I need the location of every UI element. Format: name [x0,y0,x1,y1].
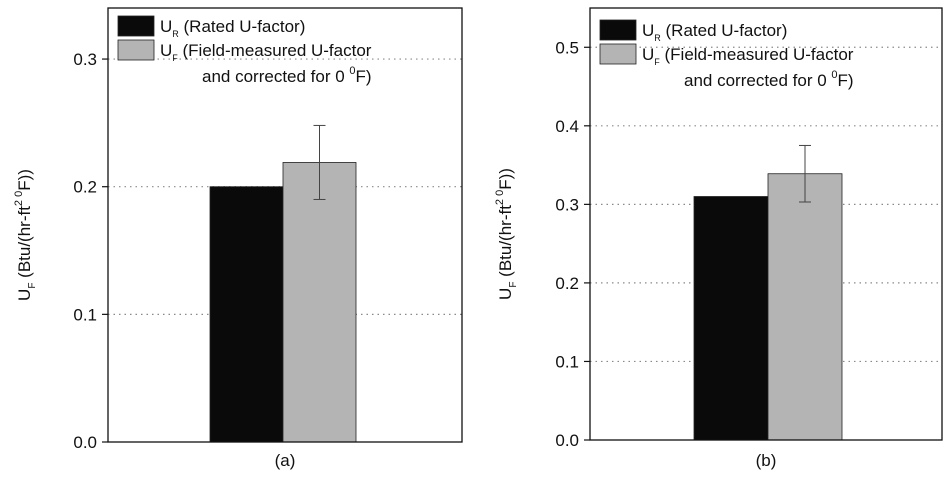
legend-label-field: UF (Field-measured U-factor [160,41,372,63]
panel-label: (a) [275,451,296,470]
legend-main: U [642,21,654,40]
y-tick-label: 0.1 [555,352,579,371]
legend: UR (Rated U-factor)UF (Field-measured U-… [599,19,854,90]
legend-main: U [642,45,654,64]
chart-panel-a: 0.00.10.20.3UF (Btu/(hr-ft2 0F))(a)UR (R… [13,7,463,470]
panel-label: (b) [756,451,777,470]
y-tick-label: 0.3 [555,195,579,214]
y-tick-label: 0.1 [73,305,97,324]
y-tick-label: 0.0 [555,431,579,450]
legend-swatch-rated [117,15,155,37]
legend-label-field: UF (Field-measured U-factor [642,45,854,67]
y-axis-label-sup: 2 0 [13,191,25,206]
legend-text2-end: F) [838,71,854,90]
legend-text2-sup: 0 [349,65,355,77]
legend-text2-end: F) [356,67,372,86]
y-axis-label-main: U [496,288,515,300]
legend: UR (Rated U-factor)UF (Field-measured U-… [117,15,372,86]
legend-text: (Field-measured U-factor [178,41,372,60]
y-axis-label-text: (Btu/(hr-ft [15,206,34,283]
legend-text: (Field-measured U-factor [660,45,854,64]
plot-frame [107,7,463,443]
y-tick-label: 0.2 [73,178,97,197]
y-axis-label: UF (Btu/(hr-ft2 0F)) [13,169,38,301]
y-axis-label: UF (Btu/(hr-ft2 0F)) [494,168,519,300]
legend-text: (Rated U-factor) [179,17,306,36]
bar-field [282,162,357,443]
legend-swatch-rated [599,19,637,41]
legend-text2-sup: 0 [831,69,837,81]
y-tick-label: 0.4 [555,117,579,136]
plot-frame [589,7,943,441]
y-tick-label: 0.5 [555,38,579,57]
legend-sub: R [654,33,661,43]
y-axis-label-end: F)) [496,168,515,190]
y-tick-label: 0.2 [555,274,579,293]
legend-sub: F [172,53,178,63]
legend-text2: and corrected for 0 [202,67,349,86]
legend-label-field-line2: and corrected for 0 0F) [202,65,372,86]
legend-text: (Rated U-factor) [661,21,788,40]
y-axis-label-sub: F [508,282,519,288]
legend-label-rated: UR (Rated U-factor) [160,17,305,39]
y-axis-label-main: U [15,289,34,301]
y-tick-label: 0.3 [73,50,97,69]
legend-label-field-line2: and corrected for 0 0F) [684,69,854,90]
bar-rated [209,186,284,443]
bar-field [767,173,843,441]
legend-main: U [160,41,172,60]
legend-sub: F [654,57,660,67]
legend-label-rated: UR (Rated U-factor) [642,21,787,43]
legend-main: U [160,17,172,36]
chart-panel-b: 0.00.10.20.30.40.5UF (Btu/(hr-ft2 0F))(b… [494,7,943,470]
bar-rated [693,196,769,441]
y-axis-label-end: F)) [15,169,34,191]
y-axis-label-sub: F [27,283,38,289]
y-tick-label: 0.0 [73,433,97,452]
y-axis-label-sup: 2 0 [494,190,506,205]
y-axis-label-text: (Btu/(hr-ft [496,205,515,282]
legend-swatch-field [117,39,155,61]
legend-text2: and corrected for 0 [684,71,831,90]
legend-sub: R [172,29,179,39]
legend-swatch-field [599,43,637,65]
